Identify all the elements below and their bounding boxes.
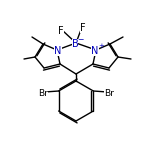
Text: +: + xyxy=(98,43,104,49)
Text: F: F xyxy=(58,26,64,36)
Text: Br: Br xyxy=(38,88,48,97)
Text: F: F xyxy=(80,23,86,33)
Text: N: N xyxy=(54,46,62,56)
Text: −: − xyxy=(77,36,83,45)
Text: N: N xyxy=(91,46,99,56)
Text: Br: Br xyxy=(104,88,114,97)
Text: B: B xyxy=(72,39,78,49)
